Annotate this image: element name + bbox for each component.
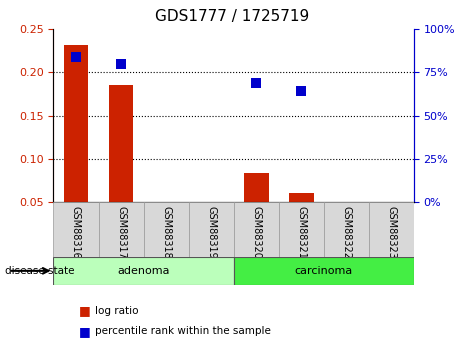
- Point: [72, 54, 80, 60]
- Text: GSM88319: GSM88319: [206, 206, 216, 259]
- Bar: [244, 173, 269, 202]
- Text: disease state: disease state: [5, 266, 74, 276]
- Bar: [233, 202, 279, 257]
- Text: ■: ■: [79, 304, 91, 317]
- Bar: [53, 257, 233, 285]
- Bar: [233, 257, 414, 285]
- Text: GSM88321: GSM88321: [296, 206, 306, 259]
- Text: GSM88320: GSM88320: [251, 206, 261, 259]
- Bar: [109, 85, 133, 202]
- Text: GDS1777 / 1725719: GDS1777 / 1725719: [155, 9, 310, 23]
- Text: GSM88318: GSM88318: [161, 206, 171, 259]
- Point: [298, 89, 305, 94]
- Text: GSM88322: GSM88322: [341, 206, 351, 259]
- Bar: [189, 202, 233, 257]
- Point: [252, 80, 260, 86]
- Text: GSM88323: GSM88323: [386, 206, 396, 259]
- Text: carcinoma: carcinoma: [295, 266, 353, 276]
- Bar: [144, 202, 189, 257]
- Text: percentile rank within the sample: percentile rank within the sample: [95, 326, 271, 336]
- Text: log ratio: log ratio: [95, 306, 139, 315]
- Bar: [99, 202, 144, 257]
- Bar: [324, 202, 369, 257]
- Bar: [64, 45, 88, 202]
- Bar: [369, 202, 414, 257]
- Text: GSM88317: GSM88317: [116, 206, 126, 259]
- Bar: [279, 202, 324, 257]
- Bar: [53, 202, 99, 257]
- Text: ■: ■: [79, 325, 91, 338]
- Text: adenoma: adenoma: [117, 266, 170, 276]
- Point: [117, 61, 125, 67]
- Text: GSM88316: GSM88316: [71, 206, 81, 259]
- Bar: [289, 193, 313, 202]
